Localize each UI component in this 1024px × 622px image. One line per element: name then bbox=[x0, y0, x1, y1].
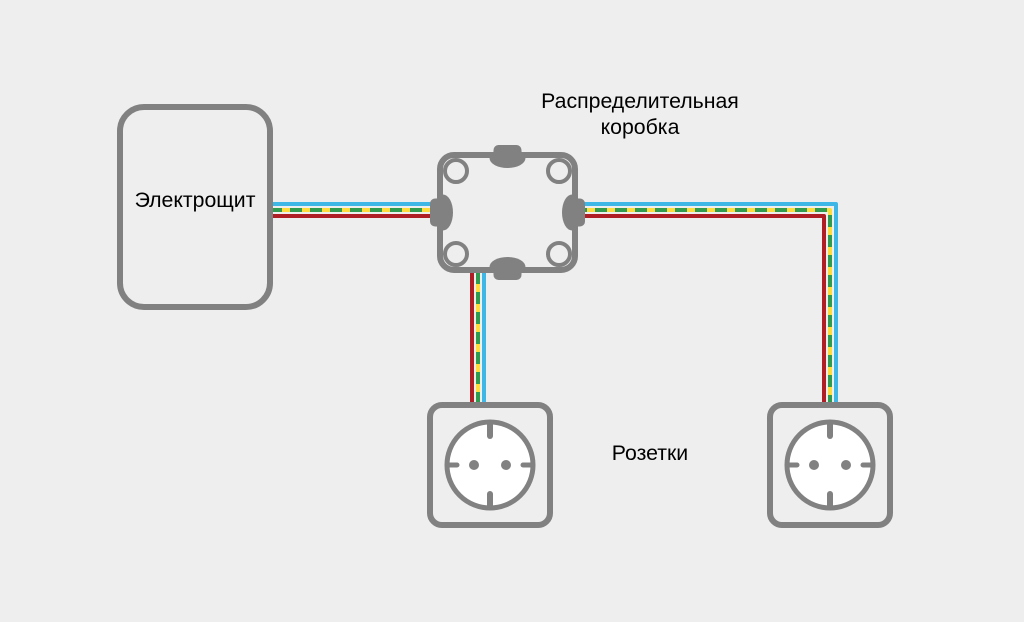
cable-junction-to-left-socket bbox=[472, 252, 484, 420]
wiring-diagram: Электрощит Распределительнаякоробка Розетк… bbox=[0, 0, 1024, 622]
cable-junction-to-right-socket bbox=[555, 204, 836, 420]
label-junction-line1: Распределительная bbox=[541, 89, 739, 113]
diagram-svg: Электрощит Распределительнаякоробка Розетк… bbox=[0, 0, 1024, 622]
label-sockets: Розетки bbox=[612, 441, 688, 465]
label-junction-line2: коробка bbox=[601, 115, 680, 139]
socket-left bbox=[430, 405, 550, 525]
label-panel: Электрощит bbox=[135, 188, 256, 212]
junction-box bbox=[430, 145, 585, 280]
socket-right bbox=[770, 405, 890, 525]
